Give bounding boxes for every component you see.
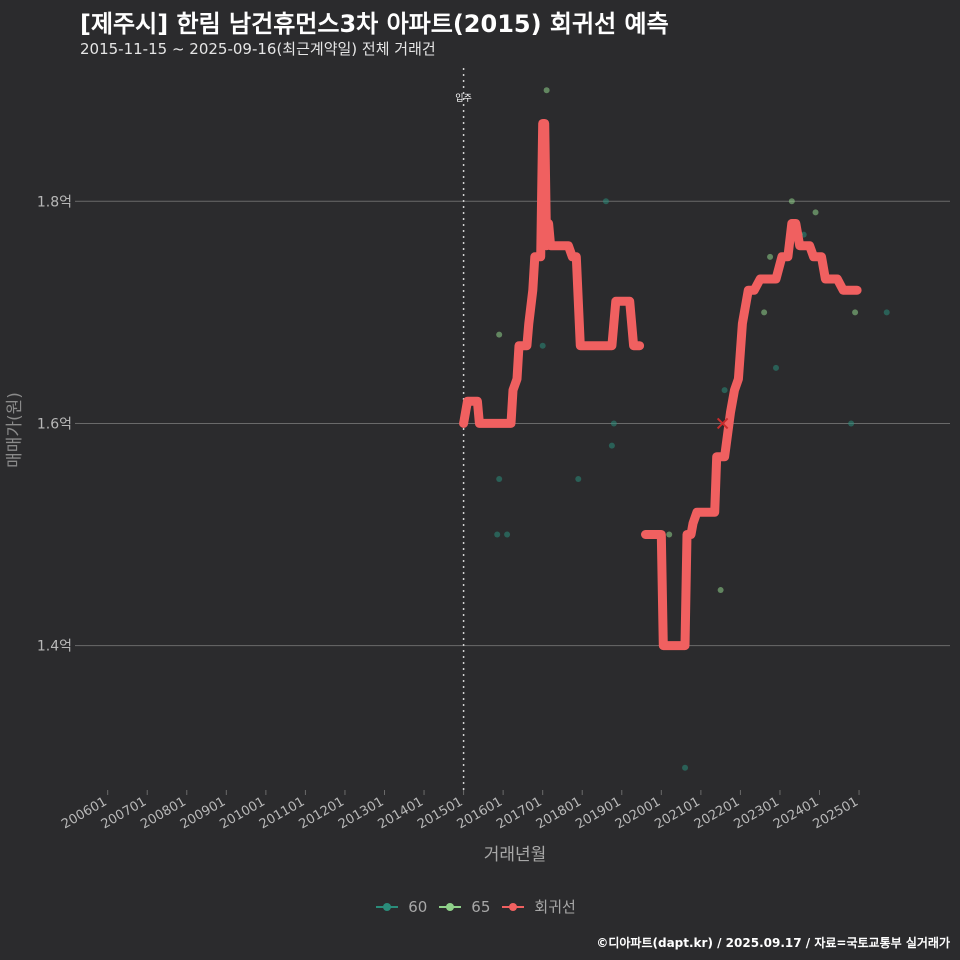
data-point-60 <box>883 309 890 316</box>
legend-item-60: 60 <box>374 897 427 917</box>
x-marker <box>716 417 729 430</box>
data-point-60 <box>504 531 511 538</box>
x-tick-label: 202501 <box>811 794 861 832</box>
legend-key-regression <box>500 897 526 917</box>
data-point-60 <box>602 198 609 205</box>
y-axis-ticks: 1.4억 1.6억 1.8억 <box>37 194 80 655</box>
regression-line-segment <box>459 119 645 428</box>
move-in-label: 입주 <box>455 92 472 104</box>
data-point-65 <box>666 531 673 538</box>
regression-line-segment <box>641 219 862 651</box>
data-point-60 <box>721 387 728 394</box>
legend-label-regression: 회귀선 <box>534 898 576 916</box>
data-point-65 <box>496 331 503 338</box>
chart-subtitle: 2015-11-15 ~ 2025-09-16(최근계약일) 전체 거래건 <box>80 40 436 58</box>
data-point-65 <box>812 209 819 216</box>
data-point-60 <box>608 442 615 449</box>
data-point-65 <box>717 587 724 594</box>
x-axis-label: 거래년월 <box>484 845 547 865</box>
legend-key-65 <box>437 897 463 917</box>
data-point-60 <box>773 364 779 371</box>
markers <box>716 417 729 430</box>
legend-key-60 <box>374 897 400 917</box>
data-point-65 <box>543 87 550 94</box>
y-tick-label: 1.4억 <box>37 639 72 655</box>
data-point-65 <box>767 253 774 260</box>
legend-label-60: 60 <box>408 897 428 916</box>
source-caption: ©디아파트(dapt.kr) / 2025.09.17 / 자료=국토교통부 실… <box>596 936 950 950</box>
data-point-65 <box>852 309 859 316</box>
y-tick-label: 1.8억 <box>37 194 72 210</box>
legend-item-65: 65 <box>437 897 490 917</box>
regression-lines <box>459 119 862 651</box>
data-point-60 <box>575 475 582 482</box>
data-point-60 <box>496 475 503 482</box>
data-point-65 <box>788 198 795 205</box>
data-point-60 <box>848 420 855 427</box>
annotations: 입주 <box>455 68 472 790</box>
data-point-60 <box>610 420 617 427</box>
scatter-points <box>492 87 890 771</box>
chart-title: [제주시] 한림 남건휴먼스3차 아파트(2015) 회귀선 예측 <box>80 10 669 38</box>
data-point-65 <box>761 309 768 316</box>
legend-label-65: 65 <box>471 897 491 916</box>
y-axis-label: 매매가(원) <box>5 392 25 468</box>
data-point-60 <box>494 531 501 538</box>
legend-item-regression: 회귀선 <box>500 896 576 917</box>
chart-legend: 60 65 회귀선 <box>0 896 960 917</box>
data-point-60 <box>682 764 689 771</box>
x-axis-ticks: 2006012007012008012009012010012011012012… <box>59 790 861 832</box>
data-point-60 <box>539 342 546 349</box>
y-tick-label: 1.6억 <box>37 416 72 432</box>
